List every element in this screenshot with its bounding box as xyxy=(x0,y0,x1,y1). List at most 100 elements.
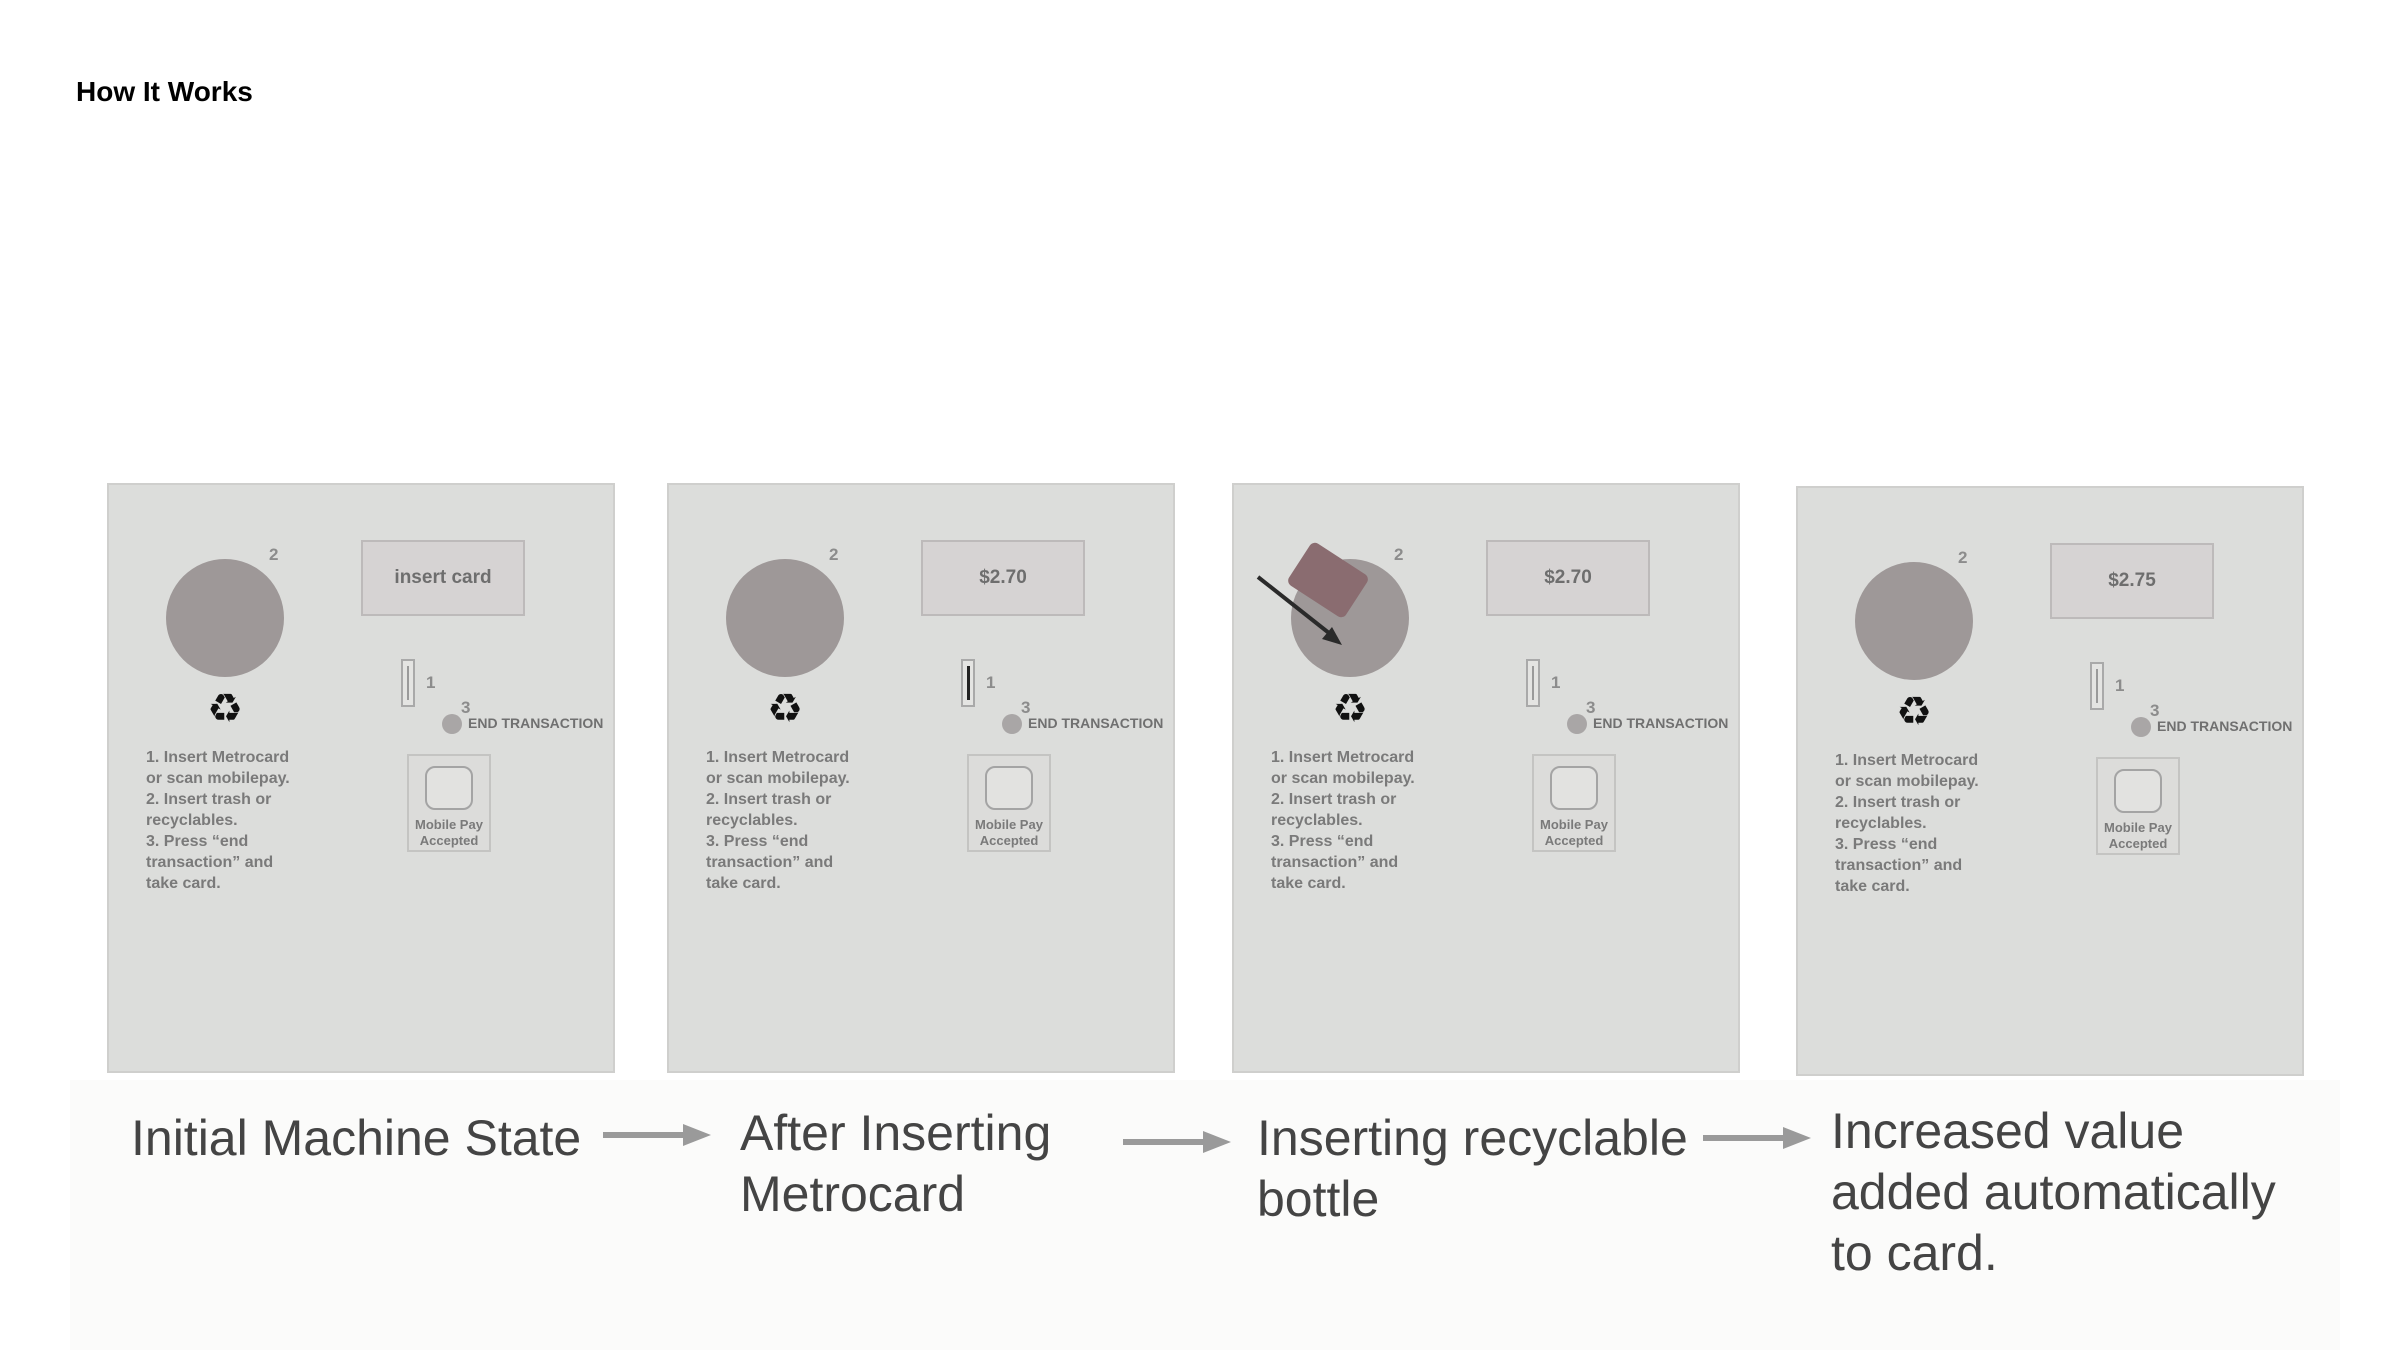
end-transaction-label: END TRANSACTION xyxy=(1593,715,1729,731)
instruction-line: take card. xyxy=(146,875,221,892)
recycle-icon: ♻ xyxy=(767,687,803,731)
mobile-pay-line: Accepted xyxy=(2108,836,2168,851)
mobile-pay-line: Accepted xyxy=(419,833,479,848)
slot-number-label: 1 xyxy=(426,673,436,692)
machine-panel-after-metrocard: 2 $2.70 1 3 END TRANSACTION ♻ 1. Insert … xyxy=(667,483,1175,1073)
instructions: 1. Insert Metrocard or scan mobilepay. 2… xyxy=(706,747,881,894)
caption-band xyxy=(70,1080,2340,1350)
end-transaction-label: END TRANSACTION xyxy=(1028,715,1164,731)
end-number-label: 3 xyxy=(2150,701,2160,720)
slot-number-label: 1 xyxy=(2115,676,2125,695)
caption-line: After Inserting xyxy=(740,1105,1052,1161)
instruction-line: recyclables. xyxy=(146,812,238,829)
recycling-bin-opening xyxy=(1855,562,1973,680)
instruction-line: take card. xyxy=(1271,875,1346,892)
instruction-line: transaction” and xyxy=(146,854,274,871)
caption-line: Metrocard xyxy=(740,1166,966,1222)
instruction-line: or scan mobilepay. xyxy=(706,770,850,787)
instruction-line: recyclables. xyxy=(1835,815,1927,832)
slot-number-label: 1 xyxy=(1551,673,1561,692)
insert-direction-arrow-icon xyxy=(1256,575,1342,645)
mobile-pay-reader: Mobile Pay Accepted xyxy=(2096,757,2180,855)
caption-line: Increased value xyxy=(1831,1103,2185,1159)
mobile-pay-line: Mobile Pay xyxy=(415,817,483,832)
machine-panel-inserting-bottle: 2 $2.70 1 3 END TRANSACTION ♻ 1. Insert … xyxy=(1232,483,1740,1073)
recycling-bin-opening xyxy=(166,559,284,677)
caption-initial-state: Initial Machine State xyxy=(131,1108,581,1169)
bin-number-label: 2 xyxy=(1958,548,1968,567)
mobile-pay-reader: Mobile Pay Accepted xyxy=(1532,754,1616,852)
recycle-icon: ♻ xyxy=(207,687,243,731)
instruction-line: transaction” and xyxy=(1835,857,1963,874)
instruction-line: 2. Insert trash or xyxy=(1271,791,1397,808)
instruction-line: 3. Press “end xyxy=(706,833,809,850)
mobile-pay-line: Mobile Pay xyxy=(975,817,1043,832)
instruction-line: 3. Press “end xyxy=(1835,836,1938,853)
caption-line: Initial Machine State xyxy=(131,1110,582,1166)
machine-display: $2.70 xyxy=(921,540,1085,616)
mobile-pay-line: Mobile Pay xyxy=(2104,820,2172,835)
instruction-line: 1. Insert Metrocard xyxy=(1271,749,1415,766)
caption-after-metrocard: After Inserting Metrocard xyxy=(740,1103,1051,1225)
caption-line: to card. xyxy=(1831,1225,1998,1281)
instruction-line: or scan mobilepay. xyxy=(1835,773,1979,790)
instruction-line: take card. xyxy=(706,875,781,892)
instruction-line: recyclables. xyxy=(1271,812,1363,829)
mobile-pay-line: Accepted xyxy=(979,833,1039,848)
machine-panel-increased-value: 2 $2.75 1 3 END TRANSACTION ♻ 1. Insert … xyxy=(1796,486,2304,1076)
machine-panel-initial: 2 insert card 1 3 END TRANSACTION ♻ 1. I… xyxy=(107,483,615,1073)
end-transaction-label: END TRANSACTION xyxy=(468,715,604,731)
end-number-label: 3 xyxy=(1021,698,1031,717)
instruction-line: transaction” and xyxy=(1271,854,1399,871)
machine-display: insert card xyxy=(361,540,525,616)
card-slot xyxy=(2090,662,2104,710)
instruction-line: 3. Press “end xyxy=(146,833,249,850)
card-slot xyxy=(401,659,415,707)
end-number-label: 3 xyxy=(461,698,471,717)
mobile-pay-label: Mobile Pay Accepted xyxy=(2098,820,2178,852)
flow-arrow-icon xyxy=(603,1124,711,1146)
flow-arrow-icon xyxy=(1703,1127,1811,1149)
instruction-line: 2. Insert trash or xyxy=(146,791,272,808)
end-transaction-button xyxy=(2131,717,2151,737)
caption-line: Inserting recyclable xyxy=(1257,1110,1688,1166)
mobile-pay-screen xyxy=(2114,769,2162,813)
instruction-line: recyclables. xyxy=(706,812,798,829)
caption-increased-value: Increased value added automatically to c… xyxy=(1831,1101,2276,1284)
instruction-line: 1. Insert Metrocard xyxy=(706,749,850,766)
instruction-line: transaction” and xyxy=(706,854,834,871)
machine-display: $2.75 xyxy=(2050,543,2214,619)
slot-number-label: 1 xyxy=(986,673,996,692)
end-transaction-button xyxy=(1567,714,1587,734)
mobile-pay-screen xyxy=(425,766,473,810)
mobile-pay-reader: Mobile Pay Accepted xyxy=(967,754,1051,852)
recycling-bin-opening xyxy=(726,559,844,677)
end-transaction-button xyxy=(1002,714,1022,734)
caption-line: bottle xyxy=(1257,1171,1380,1227)
end-number-label: 3 xyxy=(1586,698,1596,717)
instruction-line: 2. Insert trash or xyxy=(1835,794,1961,811)
instruction-line: take card. xyxy=(1835,878,1910,895)
mobile-pay-line: Mobile Pay xyxy=(1540,817,1608,832)
card-slot-with-card xyxy=(961,659,975,707)
instructions: 1. Insert Metrocard or scan mobilepay. 2… xyxy=(1271,747,1446,894)
card-slot xyxy=(1526,659,1540,707)
caption-line: added automatically xyxy=(1831,1164,2276,1220)
mobile-pay-label: Mobile Pay Accepted xyxy=(1534,817,1614,849)
instructions: 1. Insert Metrocard or scan mobilepay. 2… xyxy=(1835,750,2010,897)
flow-arrow-icon xyxy=(1123,1131,1231,1153)
instruction-line: 2. Insert trash or xyxy=(706,791,832,808)
mobile-pay-label: Mobile Pay Accepted xyxy=(409,817,489,849)
mobile-pay-label: Mobile Pay Accepted xyxy=(969,817,1049,849)
machine-display: $2.70 xyxy=(1486,540,1650,616)
mobile-pay-screen xyxy=(1550,766,1598,810)
end-transaction-label: END TRANSACTION xyxy=(2157,718,2293,734)
instructions: 1. Insert Metrocard or scan mobilepay. 2… xyxy=(146,747,321,894)
instruction-line: or scan mobilepay. xyxy=(1271,770,1415,787)
instruction-line: or scan mobilepay. xyxy=(146,770,290,787)
instruction-line: 1. Insert Metrocard xyxy=(146,749,290,766)
bin-number-label: 2 xyxy=(1394,545,1404,564)
mobile-pay-screen xyxy=(985,766,1033,810)
mobile-pay-reader: Mobile Pay Accepted xyxy=(407,754,491,852)
mobile-pay-line: Accepted xyxy=(1544,833,1604,848)
